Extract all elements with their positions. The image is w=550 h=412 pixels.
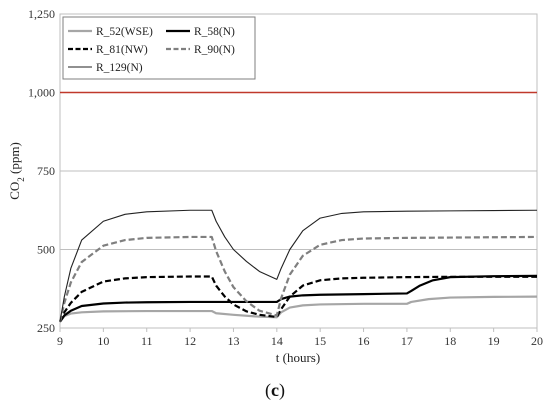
y-axis-title-rest: (ppm) [7, 142, 22, 177]
y-tick-label: 1,000 [28, 86, 55, 100]
caption-letter: c [271, 380, 279, 400]
co2-line-chart: 250 500 750 1,000 1,250 9 10 11 12 13 14 15 16 17 18 1… [7, 7, 543, 365]
series-line-r-52-wse [59, 295, 538, 323]
x-tick-label: 16 [358, 334, 370, 348]
x-tick-label: 12 [184, 334, 196, 348]
x-tick-label: 17 [401, 334, 413, 348]
series-line-r-58-n [59, 274, 538, 323]
y-tick-label: 750 [37, 164, 55, 178]
caption-close: ) [279, 380, 285, 400]
series-line-r-90-n [58, 235, 538, 322]
gridlines [60, 170, 537, 250]
y-axis-title: CO2 (ppm) [7, 142, 26, 200]
legend: R_52(WSE) R_58(N) R_81(NW) R_90(N) R_129(N) [62, 16, 256, 80]
x-tick-label: 10 [97, 334, 109, 348]
legend-label-r-58-n: R_58(N) [194, 26, 235, 38]
y-tick-labels: 250 500 750 1,000 1,250 [28, 7, 55, 335]
y-tick-label: 500 [37, 243, 55, 257]
series-layer [58, 209, 538, 323]
y-tick-label: 250 [37, 321, 55, 335]
x-tick-label: 14 [271, 334, 283, 348]
x-tick-label: 9 [57, 334, 63, 348]
y-tick-label: 1,250 [28, 7, 55, 21]
caption-open: ( [265, 380, 271, 400]
x-tick-label: 15 [314, 334, 326, 348]
x-tick-labels: 9 10 11 12 13 14 15 16 17 18 19 20 [57, 328, 543, 348]
x-axis-title: t (hours) [276, 350, 320, 365]
legend-items: R_52(WSE) R_58(N) R_81(NW) R_90(N) R_129(N) [68, 26, 235, 74]
x-tick-label: 18 [444, 334, 456, 348]
x-tick-label: 20 [531, 334, 543, 348]
figure-caption: (c) [0, 380, 550, 401]
legend-box [62, 16, 256, 80]
x-tick-label: 13 [227, 334, 239, 348]
legend-label-r-129-n: R_129(N) [96, 62, 143, 74]
x-tick-label: 19 [488, 334, 500, 348]
x-tick-label: 11 [141, 334, 153, 348]
legend-label-r-52-wse: R_52(WSE) [96, 26, 153, 38]
series-line-r-81-nw [59, 275, 537, 323]
series-line-r-129-n [59, 209, 538, 322]
y-axis-title-sub: 2 [16, 177, 26, 182]
y-axis-title-base: CO [7, 182, 22, 200]
legend-label-r-90-n: R_90(N) [194, 44, 235, 56]
legend-label-r-81-nw: R_81(NW) [96, 44, 148, 56]
